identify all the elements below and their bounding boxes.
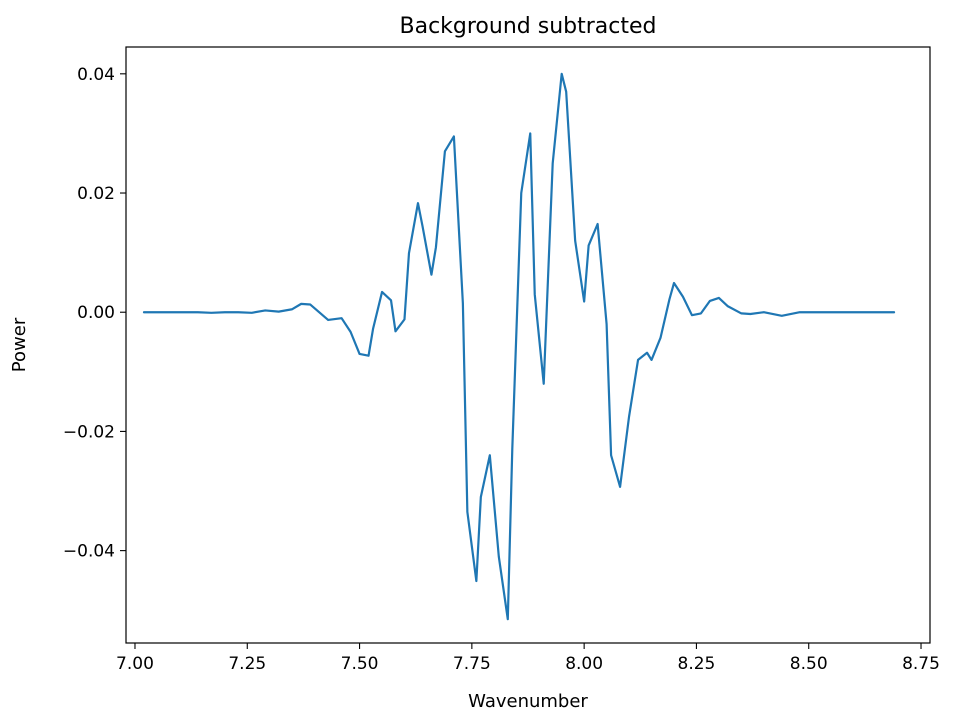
y-tick-label: −0.02 xyxy=(63,422,115,442)
x-tick-label: 8.50 xyxy=(790,654,828,674)
x-tick-label: 7.50 xyxy=(341,654,379,674)
x-tick-label: 8.75 xyxy=(902,654,940,674)
x-tick-label: 7.00 xyxy=(116,654,154,674)
series-line-0 xyxy=(142,72,896,621)
y-tick-label: 0.00 xyxy=(77,303,115,323)
chart-title: Background subtracted xyxy=(400,14,657,39)
y-axis-ticks: −0.04 −0.02 0.00 0.02 0.04 xyxy=(63,65,126,562)
y-tick-label: 0.04 xyxy=(77,65,115,85)
axes-frame xyxy=(125,46,931,644)
plot-area xyxy=(142,72,896,621)
y-axis-label: Power xyxy=(9,317,30,372)
x-axis-label: Wavenumber xyxy=(468,691,588,712)
x-axis-ticks: 7.00 7.25 7.50 7.75 8.00 8.25 8.50 8.75 xyxy=(116,643,940,674)
x-tick-label: 7.75 xyxy=(453,654,491,674)
x-tick-label: 8.00 xyxy=(565,654,603,674)
x-tick-label: 8.25 xyxy=(678,654,716,674)
y-tick-label: 0.02 xyxy=(77,184,115,204)
y-tick-label: −0.04 xyxy=(63,542,115,562)
x-tick-label: 7.25 xyxy=(228,654,266,674)
